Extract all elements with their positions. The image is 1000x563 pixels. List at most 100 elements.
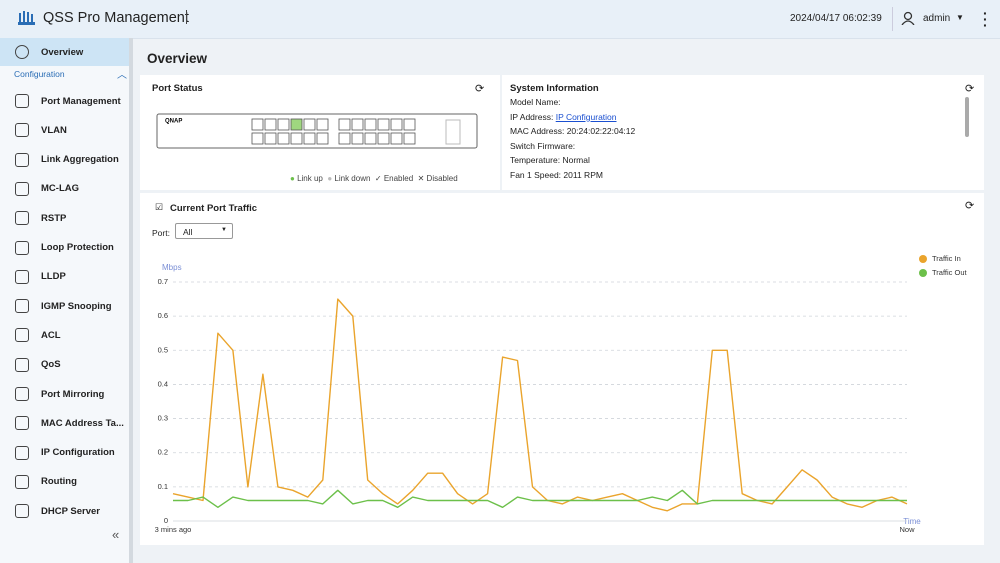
info-label: Temperature: (510, 155, 561, 165)
nav-label: IP Configuration (41, 447, 115, 459)
nav-icon (15, 240, 29, 255)
nav-icon (15, 328, 29, 343)
port (316, 118, 329, 131)
legend-label: Link down (334, 174, 371, 183)
nav-icon (15, 387, 29, 401)
info-row: MAC Address: 20:24:02:22:04:12 (510, 126, 635, 136)
nav-icon (15, 357, 29, 372)
legend-label: Link up (297, 174, 323, 183)
menu-button[interactable]: · · · (983, 5, 988, 33)
collapse-sidebar[interactable]: « (112, 527, 120, 542)
nav-icon (15, 152, 29, 167)
page-title: Overview (147, 51, 208, 66)
port (403, 132, 416, 145)
nav-label: ACL (41, 329, 61, 341)
port (390, 118, 403, 131)
select-value: All (183, 227, 193, 237)
system-info-card (502, 75, 984, 190)
y-tick-label: 0.4 (158, 379, 168, 388)
refresh-button[interactable]: ⟳ (965, 200, 975, 212)
nav-item[interactable]: Link Aggregation (0, 146, 129, 174)
nav-icon (15, 504, 29, 519)
nav-item[interactable]: IGMP Snooping (0, 292, 129, 320)
nav-item[interactable]: RSTP (0, 204, 129, 232)
nav-label: Link Aggregation (41, 154, 119, 166)
nav-label: Routing (41, 476, 77, 488)
nav-section[interactable]: Configuration (14, 69, 65, 79)
card-title: Current Port Traffic (170, 203, 258, 214)
nav-item[interactable]: MAC Address Ta... (0, 409, 129, 437)
user-icon[interactable] (901, 11, 915, 25)
info-row: Model Name: (510, 97, 561, 107)
info-label: IP Address: (510, 111, 554, 122)
port (303, 118, 316, 131)
sidebar: Overview Configuration ︿ Port Management… (0, 38, 133, 563)
info-link[interactable]: IP Configuration (555, 111, 617, 122)
series-line (173, 489, 907, 508)
x-tick-label: 3 mins ago (155, 525, 192, 534)
nav-label: Overview (41, 46, 84, 58)
nav-label: DHCP Server (41, 505, 100, 517)
nav-item[interactable]: Loop Protection (0, 234, 129, 262)
port (351, 118, 364, 131)
dropdown-arrow[interactable]: ▼ (956, 13, 964, 22)
app-title: QSS Pro Management (43, 10, 189, 26)
port (338, 118, 351, 131)
nav-item[interactable]: ACL (0, 321, 129, 349)
info-row: Switch Firmware: (510, 141, 575, 151)
port (290, 132, 303, 145)
nav-item[interactable]: LLDP (0, 263, 129, 291)
nav-label: Port Mirroring (41, 388, 105, 400)
port (377, 132, 390, 145)
legend-swatch (919, 255, 927, 263)
datetime: 2024/04/17 06:02:39 (790, 13, 882, 24)
nav-item[interactable]: DHCP Server (0, 497, 129, 525)
info-row: Temperature: Normal (510, 155, 590, 165)
divider (892, 7, 893, 31)
port (290, 118, 303, 131)
nav-item[interactable]: Port Mirroring (0, 380, 129, 408)
x-tick-label: Now (899, 525, 915, 534)
y-tick-label: 0 (164, 516, 168, 525)
legend-label: Enabled (383, 174, 414, 183)
nav-icon (15, 211, 29, 226)
scrollbar[interactable] (965, 97, 969, 137)
port (364, 118, 377, 131)
info-label: Switch Firmware: (510, 140, 576, 151)
legend-swatch (919, 269, 927, 277)
port (403, 118, 416, 131)
nav-item[interactable]: IP Configuration (0, 439, 129, 467)
checkbox[interactable]: ☑ (155, 202, 164, 212)
port (277, 118, 290, 131)
user-name[interactable]: admin (923, 13, 951, 24)
nav-label: Port Management (41, 95, 121, 107)
y-tick-label: 0.1 (158, 482, 168, 491)
switch-brand: QNAP (165, 119, 182, 125)
nav-item[interactable]: QoS (0, 351, 129, 379)
legend-label: Traffic In (932, 254, 961, 263)
y-tick-label: 0.7 (158, 277, 168, 286)
port-select[interactable]: All ▼ (175, 223, 233, 239)
nav-overview[interactable]: Overview (0, 38, 129, 66)
port (338, 132, 351, 145)
logo (18, 11, 35, 25)
refresh-button[interactable]: ⟳ (475, 83, 485, 95)
nav-label: MAC Address Ta... (41, 417, 124, 429)
header: QSS Pro Management 2024/04/17 06:02:39 a… (0, 0, 1000, 39)
refresh-button[interactable]: ⟳ (965, 83, 975, 95)
nav-item[interactable]: VLAN (0, 116, 129, 144)
nav-icon (15, 123, 29, 138)
port (251, 132, 264, 145)
port (251, 118, 264, 131)
nav-label: LLDP (41, 271, 66, 283)
nav-label: IGMP Snooping (41, 300, 112, 312)
port-label: Port: (152, 228, 170, 238)
card-title: System Information (510, 83, 599, 94)
nav-item[interactable]: MC-LAG (0, 175, 129, 203)
collapse-section[interactable]: ︿ (117, 70, 127, 81)
y-tick-label: 0.3 (158, 414, 168, 423)
port (264, 118, 277, 131)
nav-item[interactable]: Routing (0, 468, 129, 496)
nav-item[interactable]: Port Management (0, 87, 129, 115)
